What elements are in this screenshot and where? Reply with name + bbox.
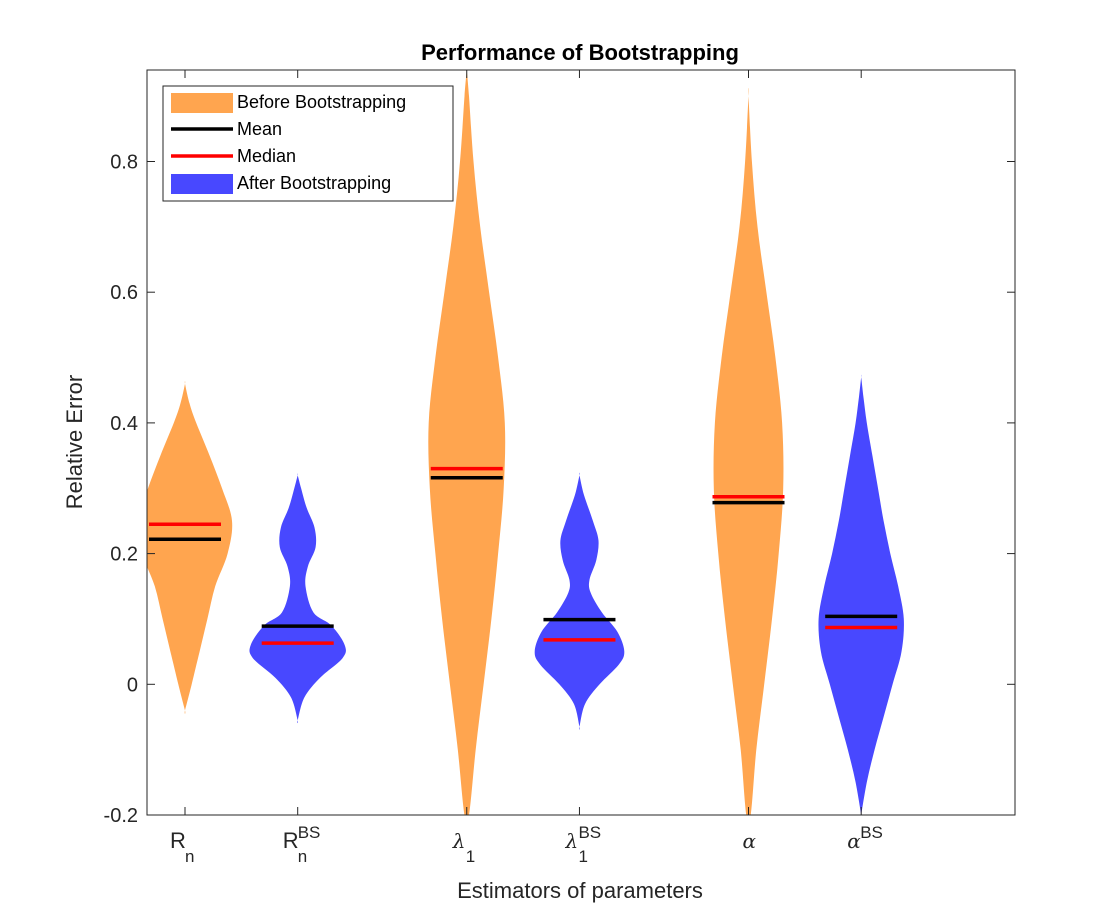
legend-label: After Bootstrapping [237, 173, 391, 193]
x-tick-base: R [283, 828, 299, 853]
y-tick-label: -0.2 [104, 805, 138, 827]
y-tick-label: 0 [127, 674, 138, 696]
y-tick-label: 0.4 [110, 413, 138, 435]
legend-entry-2: Median [171, 146, 296, 166]
x-tick-label-3: λ BS 1 [564, 823, 601, 866]
x-tick-base: α [743, 829, 757, 853]
legend-entry-3: After Bootstrapping [171, 173, 391, 194]
violins-group [147, 70, 904, 815]
x-tick-subscript: 1 [466, 847, 475, 866]
violin-after-3 [534, 472, 625, 730]
y-tick-label: 0.2 [110, 544, 138, 566]
y-axis-ticks: -0.2 0 0.2 0.4 0.6 0.8 [104, 151, 1015, 827]
x-tick-label-4: α [743, 829, 757, 853]
y-axis-label: Relative Error [62, 375, 87, 509]
legend: Before Bootstrapping Mean Median After Boot… [162, 85, 454, 202]
x-tick-base: λ [564, 829, 578, 853]
x-tick-subscript: n [298, 847, 307, 866]
axes-box [146, 69, 1016, 816]
x-tick-subscript: 1 [578, 847, 587, 866]
x-tick-base: λ [452, 829, 466, 853]
violin-after-1 [249, 473, 346, 724]
y-tick-label: 0.6 [110, 282, 138, 304]
x-tick-label-1: R BS n [283, 823, 321, 866]
legend-entry-0: Before Bootstrapping [171, 92, 406, 113]
x-axis-label: Estimators of parameters [457, 878, 703, 903]
violin-before-4 [713, 87, 784, 815]
x-tick-base: α [847, 829, 861, 853]
legend-swatch [171, 174, 233, 194]
x-tick-superscript: BS [860, 823, 883, 842]
x-tick-subscript: n [185, 847, 194, 866]
x-tick-superscript: BS [578, 823, 601, 842]
legend-label: Before Bootstrapping [237, 92, 406, 112]
x-tick-base: R [170, 828, 186, 853]
legend-label: Median [237, 146, 296, 166]
violin-before-0 [147, 381, 233, 714]
violin-before-2 [428, 70, 506, 815]
violin-after-5 [818, 374, 904, 815]
chart-title: Performance of Bootstrapping [421, 40, 739, 65]
stat-lines-group [149, 466, 898, 645]
x-tick-label-5: α BS [847, 823, 883, 853]
x-tick-label-2: λ1 [452, 829, 475, 866]
legend-label: Mean [237, 119, 282, 139]
x-tick-superscript: BS [298, 823, 321, 842]
y-tick-label: 0.8 [110, 151, 138, 173]
legend-swatch [171, 93, 233, 113]
x-tick-label-0: Rn [170, 828, 194, 866]
legend-entry-1: Mean [171, 119, 282, 139]
